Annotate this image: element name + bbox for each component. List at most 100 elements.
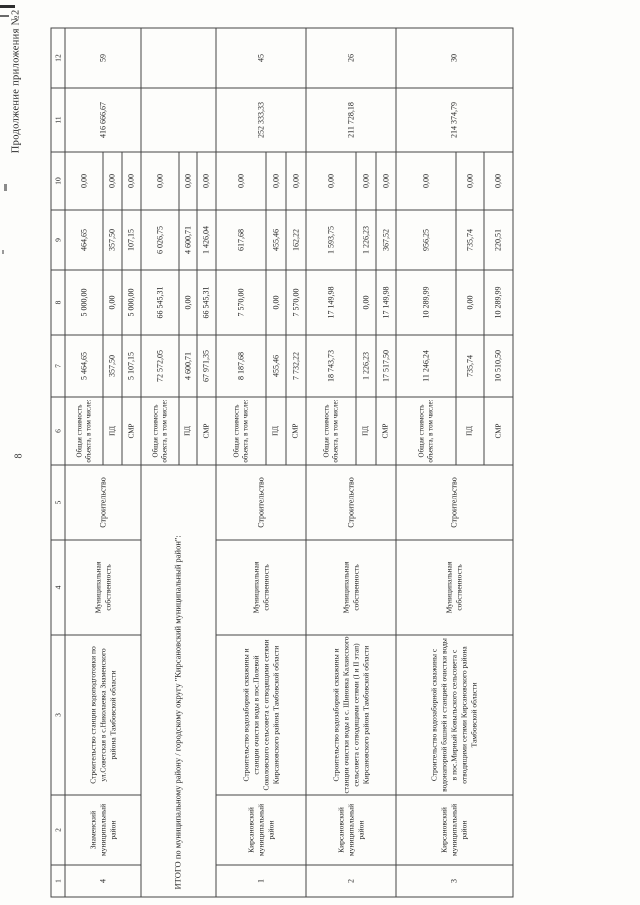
value-cell: 17 149,98 xyxy=(375,269,396,335)
total-row: ИТОГО по муниципальному району / городск… xyxy=(140,27,216,897)
value-cell: 4 600,71 xyxy=(178,334,197,397)
value-cell: 6 026,75 xyxy=(140,209,179,270)
district-cell: Кирсановский муниципальный район xyxy=(305,794,396,865)
value-cell: 416 666,67 xyxy=(64,87,141,152)
cost-kind-label: СМР xyxy=(483,396,513,465)
value-cell: 5 000,00 xyxy=(64,269,103,335)
value-cell: 956,25 xyxy=(395,209,456,270)
value-cell: 0,00 xyxy=(355,269,376,335)
value-cell: 1 226,23 xyxy=(355,334,376,397)
total-label: ИТОГО по муниципальному району / городск… xyxy=(140,464,216,897)
value-cell: 211 728,18 xyxy=(305,87,396,152)
value-cell: 11 246,24 xyxy=(395,334,456,397)
value-cell: 735,74 xyxy=(455,334,484,397)
scan-artifact xyxy=(2,250,4,254)
cost-kind-label: Общая стоимость объекта, в том числе: xyxy=(64,396,103,465)
value-cell: 0,00 xyxy=(375,151,396,210)
value-cell: 0,00 xyxy=(285,151,306,210)
row-number: 1 xyxy=(215,864,306,897)
value-cell: 5 464,65 xyxy=(64,334,103,397)
cost-kind-label: СМР xyxy=(121,396,141,465)
value-cell: 0,00 xyxy=(102,151,122,210)
worktype-cell: Строительство xyxy=(215,464,306,540)
value-cell: 66 545,31 xyxy=(196,269,216,335)
cost-kind-label: Общая стоимость объекта, в том числе: xyxy=(140,396,179,465)
table-row: 4 Знаменский муниципальный район Строите… xyxy=(64,27,141,897)
value-cell xyxy=(140,27,216,88)
value-cell: 17 149,98 xyxy=(305,269,356,335)
cost-kind-label: ПД xyxy=(455,396,484,465)
col-num-4: 4 xyxy=(50,539,65,635)
value-cell: 26 xyxy=(305,27,396,88)
cost-kind-label: Общая стоимость объекта, в том числе: xyxy=(215,396,266,465)
col-num-3: 3 xyxy=(50,634,65,795)
value-cell: 66 545,31 xyxy=(140,269,179,335)
value-cell: 10 289,99 xyxy=(395,269,456,335)
row-number: 3 xyxy=(395,864,513,897)
table-row: 3 Кирсановский муниципальный район Строи… xyxy=(395,27,513,897)
col-num-11: 11 xyxy=(50,87,65,152)
col-num-1: 1 xyxy=(50,864,65,897)
value-cell: 107,15 xyxy=(121,209,141,270)
value-cell xyxy=(140,87,216,152)
col-num-9: 9 xyxy=(50,209,65,270)
appendix-continuation-note: Продолжение приложения №2 xyxy=(10,9,21,153)
value-cell: 0,00 xyxy=(64,151,103,210)
table-row: 2 Кирсановский муниципальный район Строи… xyxy=(305,27,396,897)
value-cell: 7 570,00 xyxy=(215,269,266,335)
value-cell: 1 226,23 xyxy=(355,209,376,270)
ownership-cell: Муниципальная собственность xyxy=(305,539,396,635)
district-cell: Знаменский муниципальный район xyxy=(64,794,141,865)
value-cell: 252 333,33 xyxy=(215,87,306,152)
value-cell: 4 600,71 xyxy=(178,209,197,270)
value-cell: 162,22 xyxy=(285,209,306,270)
cost-kind-label: ПД xyxy=(102,396,122,465)
value-cell: 8 187,68 xyxy=(215,334,266,397)
cost-kind-label: СМР xyxy=(375,396,396,465)
value-cell: 214 374,79 xyxy=(395,87,513,152)
value-cell: 464,65 xyxy=(64,209,103,270)
value-cell: 45 xyxy=(215,27,306,88)
value-cell: 0,00 xyxy=(178,269,197,335)
page-number: 8 xyxy=(13,453,24,458)
value-cell: 0,00 xyxy=(196,151,216,210)
value-cell: 10 510,50 xyxy=(483,334,513,397)
cost-kind-label: Общая стоимость объекта, в том числе: xyxy=(305,396,356,465)
col-num-5: 5 xyxy=(50,464,65,540)
appendix-table: 1 2 3 4 5 6 7 8 9 10 11 12 4 Знаменский … xyxy=(50,27,513,897)
col-num-2: 2 xyxy=(50,794,65,865)
district-cell: Кирсановский муниципальный район xyxy=(215,794,306,865)
cost-kind-label: Общая стоимость объекта, в том числе: xyxy=(395,396,456,465)
ownership-cell: Муниципальная собственность xyxy=(64,539,141,635)
row-number: 4 xyxy=(64,864,141,897)
value-cell: 7 570,00 xyxy=(285,269,306,335)
column-number-row: 1 2 3 4 5 6 7 8 9 10 11 12 xyxy=(50,27,65,897)
value-cell: 220,51 xyxy=(483,209,513,270)
object-cell: Строительство водозаборной скважины и ст… xyxy=(215,634,306,795)
value-cell: 17 517,50 xyxy=(375,334,396,397)
value-cell: 735,74 xyxy=(455,209,484,270)
value-cell: 455,46 xyxy=(265,209,286,270)
value-cell: 0,00 xyxy=(140,151,179,210)
worktype-cell: Строительство xyxy=(305,464,396,540)
value-cell: 59 xyxy=(64,27,141,88)
value-cell: 367,52 xyxy=(375,209,396,270)
value-cell: 0,00 xyxy=(178,151,197,210)
cost-kind-label: ПД xyxy=(178,396,197,465)
worktype-cell: Строительство xyxy=(64,464,141,540)
value-cell: 72 572,05 xyxy=(140,334,179,397)
object-cell: Строительство водозаборной скважины с во… xyxy=(395,634,513,795)
col-num-10: 10 xyxy=(50,151,65,210)
value-cell: 0,00 xyxy=(455,151,484,210)
value-cell: 1 426,04 xyxy=(196,209,216,270)
value-cell: 617,68 xyxy=(215,209,266,270)
col-num-8: 8 xyxy=(50,269,65,335)
value-cell: 10 289,99 xyxy=(483,269,513,335)
value-cell: 0,00 xyxy=(455,269,484,335)
worktype-cell: Строительство xyxy=(395,464,513,540)
scan-artifact xyxy=(0,5,15,8)
ownership-cell: Муниципальная собственность xyxy=(395,539,513,635)
col-num-7: 7 xyxy=(50,334,65,397)
